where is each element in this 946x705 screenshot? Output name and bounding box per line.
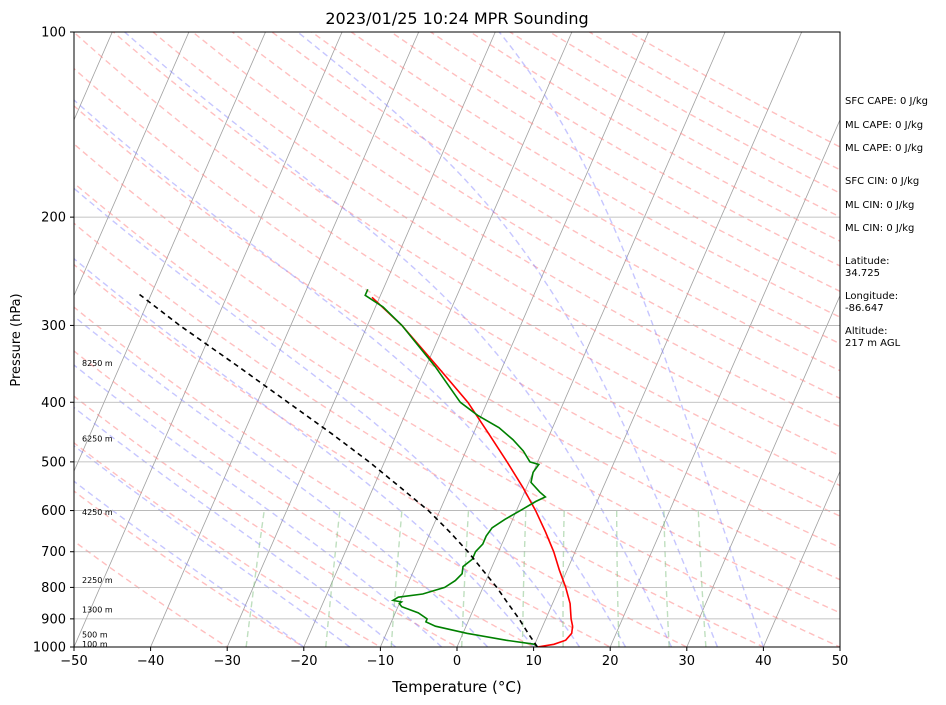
height-label: 1300 m: [82, 605, 113, 614]
y-tick-label: 300: [41, 319, 66, 334]
height-label: 8250 m: [82, 359, 113, 368]
isotherm-line: [74, 32, 266, 473]
x-tick-label: 30: [679, 654, 696, 669]
x-tick-label: −30: [213, 654, 240, 669]
isotherm-line: [533, 32, 803, 647]
x-tick-label: −20: [290, 654, 317, 669]
height-label: 6250 m: [82, 434, 113, 443]
height-label: 4250 m: [82, 508, 113, 517]
isotherm-line: [303, 32, 573, 647]
side-annotation: Longitude:: [845, 291, 898, 302]
side-annotation: SFC CAPE: 0 J/kg: [845, 96, 928, 107]
moist-adiabat-line: [74, 257, 535, 647]
isotherm-line: [150, 32, 420, 647]
height-label: 2250 m: [82, 576, 113, 585]
dry-adiabat-line: [74, 182, 840, 647]
dewpoint-profile-line: [364, 288, 547, 647]
y-tick-label: 800: [41, 581, 66, 596]
plot-background: [74, 32, 840, 647]
isotherm-line: [226, 32, 496, 647]
side-annotation: ML CIN: 0 J/kg: [845, 200, 914, 211]
y-axis-label: Pressure (hPa): [9, 293, 24, 386]
dry-adiabat-line: [191, 32, 840, 428]
dry-adiabat-line: [74, 442, 382, 647]
height-label: 100 m: [82, 640, 108, 649]
y-tick-label: 600: [41, 504, 66, 519]
moist-adiabat-line: [74, 444, 351, 647]
dry-adiabat-line: [310, 32, 840, 345]
dry-adiabat-line: [74, 32, 840, 517]
x-tick-label: −50: [60, 654, 87, 669]
x-tick-label: 10: [525, 654, 542, 669]
side-annotation: ML CAPE: 0 J/kg: [845, 143, 923, 154]
moist-adiabat-line: [74, 364, 443, 647]
moist-adiabat-line: [498, 32, 765, 647]
isotherm-line: [686, 294, 840, 647]
height-label: 500 m: [82, 630, 108, 639]
y-tick-label: 100: [41, 26, 66, 41]
dry-adiabat-line: [74, 490, 306, 647]
dry-adiabat-line: [74, 306, 612, 647]
side-annotation: 34.725: [845, 268, 880, 279]
dry-adiabat-line: [74, 67, 840, 549]
x-tick-label: 50: [832, 654, 849, 669]
moist-adiabat-line: [297, 32, 719, 647]
y-tick-label: 1000: [33, 641, 66, 656]
y-tick-label: 500: [41, 455, 66, 470]
moist-adiabat-line: [74, 315, 489, 647]
side-annotation: Latitude:: [845, 256, 890, 267]
x-axis-label: Temperature (°C): [391, 678, 521, 696]
dry-adiabat-line: [389, 32, 840, 293]
side-annotation: Altitude:: [845, 326, 887, 337]
x-tick-label: 20: [602, 654, 619, 669]
x-tick-label: 0: [453, 654, 461, 669]
isotherm-line: [74, 32, 343, 647]
dry-adiabat-line: [151, 32, 840, 457]
moist-adiabat-line: [74, 480, 305, 647]
isotherm-line: [609, 118, 840, 647]
moist-adiabat-line: [74, 187, 581, 647]
dry-adiabat-line: [74, 222, 766, 647]
dry-adiabat-line: [74, 263, 689, 647]
y-tick-label: 200: [41, 211, 66, 226]
temperature-profile-line: [371, 296, 574, 647]
y-tick-label: 900: [41, 612, 66, 627]
y-tick-label: 700: [41, 545, 66, 560]
dry-adiabat-line: [74, 540, 229, 647]
side-annotation: ML CAPE: 0 J/kg: [845, 120, 923, 131]
dry-adiabat-line: [74, 143, 840, 614]
chart-title: 2023/01/25 10:24 MPR Sounding: [325, 9, 588, 28]
side-annotation: SFC CIN: 0 J/kg: [845, 176, 919, 187]
isotherm-line: [763, 470, 840, 647]
isotherm-line: [74, 32, 190, 297]
x-tick-label: −10: [367, 654, 394, 669]
dry-adiabat-line: [74, 395, 459, 647]
isotherm-line: [380, 32, 649, 647]
side-annotation: -86.647: [845, 303, 884, 314]
isotherm-line: [456, 32, 726, 647]
x-tick-label: −40: [137, 654, 164, 669]
dry-adiabat-line: [74, 350, 536, 647]
dry-adiabat-line: [270, 32, 840, 372]
y-tick-label: 400: [41, 396, 66, 411]
side-annotation: ML CIN: 0 J/kg: [845, 223, 914, 234]
moist-adiabat-line: [74, 406, 397, 647]
side-annotation: 217 m AGL: [845, 338, 901, 349]
x-tick-label: 40: [755, 654, 772, 669]
moist-adiabat-line: [74, 99, 627, 647]
moist-adiabat-line: [124, 32, 673, 647]
